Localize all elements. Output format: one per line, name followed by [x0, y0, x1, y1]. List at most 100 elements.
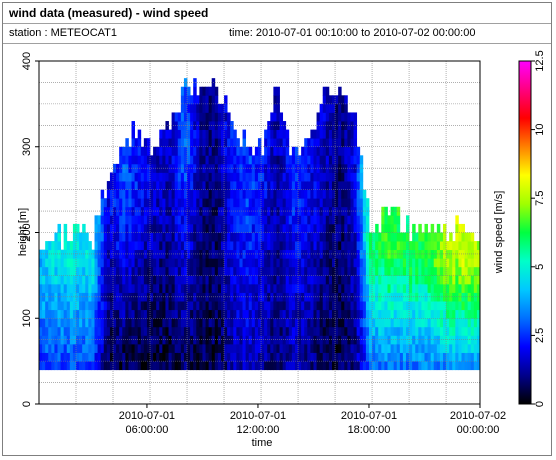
heatmap-cell [257, 215, 262, 225]
heatmap-cell [254, 249, 259, 259]
heatmap-cell [190, 189, 194, 199]
heatmap-cell [233, 352, 237, 362]
heatmap-cell [285, 352, 290, 362]
heatmap-cell [76, 275, 80, 285]
heatmap-cell [171, 301, 176, 311]
heatmap-cell [162, 215, 166, 225]
heatmap-cell [254, 343, 259, 353]
heatmap-cell [301, 215, 305, 225]
heatmap-cell [418, 301, 422, 311]
heatmap-cell [159, 172, 163, 182]
heatmap-cell [190, 343, 194, 353]
heatmap-cell [325, 129, 330, 139]
heatmap-cell [94, 335, 98, 345]
heatmap-cell [470, 292, 475, 302]
heatmap-cell [399, 258, 404, 268]
heatmap-cell [285, 343, 290, 353]
heatmap-cell [328, 326, 333, 336]
heatmap-cell [378, 283, 382, 293]
heatmap-cell [137, 266, 142, 276]
heatmap-cell [409, 352, 413, 362]
heatmap-cell [375, 361, 379, 371]
heatmap-cell [211, 172, 216, 182]
heatmap-cell [353, 189, 358, 199]
heatmap-cell [442, 309, 447, 319]
heatmap-cell [282, 138, 287, 148]
heatmap-cell [328, 189, 333, 199]
heatmap-cell [307, 258, 311, 268]
heatmap-cell [103, 361, 108, 371]
heatmap-cell [153, 198, 157, 208]
heatmap-cell [254, 215, 259, 225]
heatmap-cell [298, 301, 302, 311]
heatmap-cell [171, 352, 176, 362]
heatmap-cell [322, 198, 327, 208]
heatmap-cell [276, 266, 280, 276]
heatmap-cell [288, 206, 293, 216]
heatmap-cell [322, 172, 327, 182]
heatmap-cell [242, 343, 247, 353]
heatmap-cell [430, 292, 435, 302]
heatmap-cell [140, 352, 145, 362]
heatmap-cell [461, 275, 465, 285]
heatmap-cell [199, 283, 203, 293]
heatmap-cell [72, 266, 77, 276]
heatmap-cell [220, 275, 225, 285]
heatmap-cell [409, 309, 413, 319]
heatmap-cell [325, 309, 330, 319]
heatmap-cell [310, 181, 314, 191]
heatmap-cell [60, 292, 65, 302]
heatmap-cell [396, 275, 401, 285]
heatmap-cell [359, 232, 364, 242]
heatmap-cell [313, 318, 317, 328]
heatmap-cell [464, 249, 469, 259]
heatmap-cell [381, 223, 385, 233]
heatmap-cell [202, 155, 206, 165]
heatmap-cell [125, 215, 129, 225]
heatmap-cell [439, 258, 444, 268]
heatmap-cell [220, 146, 225, 156]
heatmap-cell [418, 275, 422, 285]
heatmap-cell [193, 146, 197, 156]
heatmap-cell [476, 266, 481, 276]
heatmap-cell [224, 352, 228, 362]
heatmap-cell [190, 172, 194, 182]
heatmap-cell [353, 172, 358, 182]
heatmap-cell [54, 301, 58, 311]
heatmap-cell [362, 206, 367, 216]
heatmap-cell [322, 343, 327, 353]
heatmap-cell [461, 343, 465, 353]
heatmap-cell [57, 275, 61, 285]
heatmap-cell [335, 129, 339, 139]
heatmap-cell [76, 241, 80, 251]
heatmap-cell [473, 241, 478, 251]
heatmap-cell [168, 155, 172, 165]
heatmap-cell [467, 361, 472, 371]
heatmap-cell [233, 223, 237, 233]
heatmap-cell [242, 189, 247, 199]
heatmap-cell [91, 326, 95, 336]
heatmap-cell [267, 129, 271, 139]
heatmap-cell [113, 326, 117, 336]
heatmap-cell [119, 309, 123, 319]
heatmap-cell [387, 343, 391, 353]
heatmap-cell [335, 318, 339, 328]
heatmap-cell [79, 343, 83, 353]
heatmap-cell [39, 266, 43, 276]
heatmap-cell [350, 172, 354, 182]
heatmap-cell [245, 232, 250, 242]
heatmap-cell [174, 223, 179, 233]
heatmap-cell [427, 361, 432, 371]
heatmap-cell [199, 138, 203, 148]
heatmap-cell [267, 326, 271, 336]
heatmap-cell [134, 241, 139, 251]
heatmap-cell [452, 258, 456, 268]
heatmap-cell [350, 181, 354, 191]
heatmap-cell [390, 206, 395, 216]
heatmap-cell [368, 275, 373, 285]
heatmap-cell [261, 163, 265, 173]
heatmap-cell [350, 112, 354, 122]
heatmap-cell [393, 283, 398, 293]
heatmap-cell [54, 309, 58, 319]
heatmap-cell [393, 361, 398, 371]
